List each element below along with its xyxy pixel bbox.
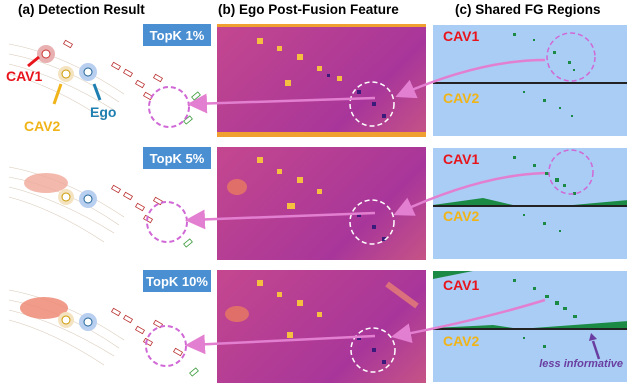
topk-badge: TopK 5% <box>143 147 211 169</box>
detection-panel-2: TopK 5% <box>4 147 211 260</box>
fg-cav2-label: CAV2 <box>443 90 480 106</box>
detection-panel-3: TopK 10% <box>4 270 211 383</box>
column-title-post-fusion: (b) Ego Post-Fusion Feature <box>218 2 399 17</box>
fg-cav2-label: CAV2 <box>443 208 480 224</box>
feature-texture-2 <box>227 157 395 245</box>
detection-scene-3 <box>8 289 199 377</box>
feature-map-3 <box>217 270 426 383</box>
less-informative-label: less informative <box>539 358 623 370</box>
topk-badge: TopK 1% <box>143 24 211 46</box>
fg-divider <box>433 205 627 207</box>
column-title-shared-fg: (c) Shared FG Regions <box>455 2 601 17</box>
fg-cav1-label: CAV1 <box>443 151 480 167</box>
feature-texture-3 <box>225 280 419 373</box>
ego-label: Ego <box>90 104 117 120</box>
shared-fg-panel-1: CAV1 CAV2 <box>432 24 628 137</box>
fg-divider <box>433 82 627 84</box>
cav1-label: CAV1 <box>6 68 43 84</box>
less-informative-arrow <box>589 333 601 360</box>
fg-cav1-label: CAV1 <box>443 277 480 293</box>
fg-cav1-label: CAV1 <box>443 28 480 44</box>
feature-texture-1 <box>217 24 426 137</box>
feature-map-2 <box>217 147 426 260</box>
cav2-label: CAV2 <box>24 118 61 134</box>
detection-panel-1: CAV1 CAV2 Ego TopK 1% <box>4 24 211 137</box>
column-title-detection: (a) Detection Result <box>18 2 145 17</box>
shared-fg-panel-2: CAV1 CAV2 <box>432 147 628 260</box>
topk-badge: TopK 10% <box>143 270 211 292</box>
shared-fg-panel-3: CAV1 CAV2 less informative <box>432 270 628 383</box>
feature-map-1 <box>217 24 426 137</box>
